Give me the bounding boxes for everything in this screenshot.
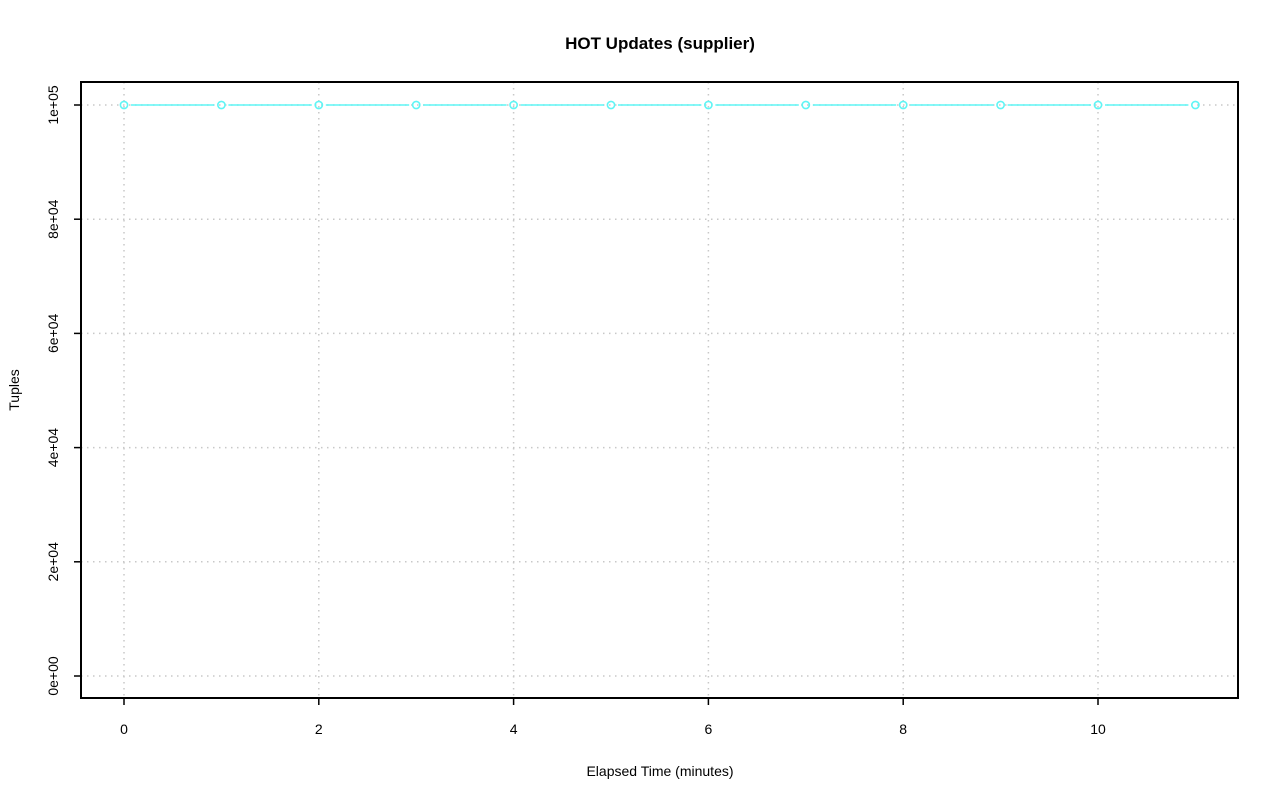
- series: [119, 100, 1200, 110]
- chart-title: HOT Updates (supplier): [565, 34, 755, 53]
- grid: [81, 82, 1238, 698]
- data-point: [1191, 100, 1200, 110]
- x-tick-label: 0: [120, 721, 128, 737]
- data-point: [801, 100, 811, 110]
- data-point: [216, 100, 226, 110]
- x-tick-label: 2: [315, 721, 323, 737]
- x-tick-label: 8: [899, 721, 907, 737]
- y-axis-label: Tuples: [6, 369, 22, 411]
- y-tick-label: 4e+04: [45, 428, 61, 468]
- x-tick-label: 4: [510, 721, 518, 737]
- y-tick-label: 1e+05: [45, 85, 61, 125]
- data-point: [996, 100, 1005, 110]
- data-point: [509, 100, 518, 110]
- data-point: [411, 100, 421, 110]
- data-point: [1093, 100, 1103, 110]
- x-tick-label: 10: [1090, 721, 1106, 737]
- data-point: [898, 100, 908, 110]
- plot-frame: [80, 81, 1239, 699]
- data-point: [314, 100, 324, 110]
- axes: 0 2 4 6 8 10 0e+00 2e+04 4e+04 6e+04 8e+04 1e+05: [45, 85, 1106, 737]
- y-tick-label: 8e+04: [45, 199, 61, 239]
- x-tick-label: 6: [705, 721, 713, 737]
- x-axis-label: Elapsed Time (minutes): [586, 763, 733, 779]
- data-point: [606, 100, 616, 110]
- y-tick-label: 6e+04: [45, 314, 61, 354]
- data-point: [119, 100, 129, 110]
- data-point: [704, 100, 713, 110]
- y-tick-label: 0e+00: [45, 656, 61, 696]
- y-tick-label: 2e+04: [45, 542, 61, 582]
